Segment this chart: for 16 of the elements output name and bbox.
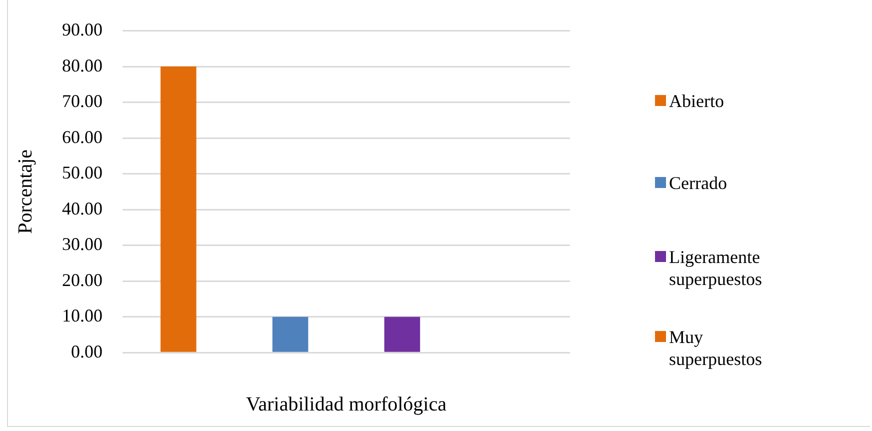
y-tick-label: 20.00 [62,270,102,290]
y-tick-label: 90.00 [62,20,102,40]
y-tick-label: 80.00 [62,55,102,76]
legend-label: Ligeramente superpuestos [669,246,763,290]
legend-label: Abierto [669,90,725,112]
y-tick-label: 40.00 [62,198,102,218]
legend-label: Muy superpuestos [669,326,763,370]
y-tick-label: 60.00 [62,126,102,147]
x-axis-title: Variabilidad morfológica [246,393,447,416]
y-tick-label: 0.00 [71,341,102,362]
y-axis-title: Porcentaje [14,149,36,234]
legend-label: Cerrado [669,172,728,194]
y-tick-label: 50.00 [62,162,102,183]
y-tick-label: 70.00 [62,91,102,112]
y-tick-label: 10.00 [62,306,102,326]
y-tick-label: 30.00 [62,234,102,254]
